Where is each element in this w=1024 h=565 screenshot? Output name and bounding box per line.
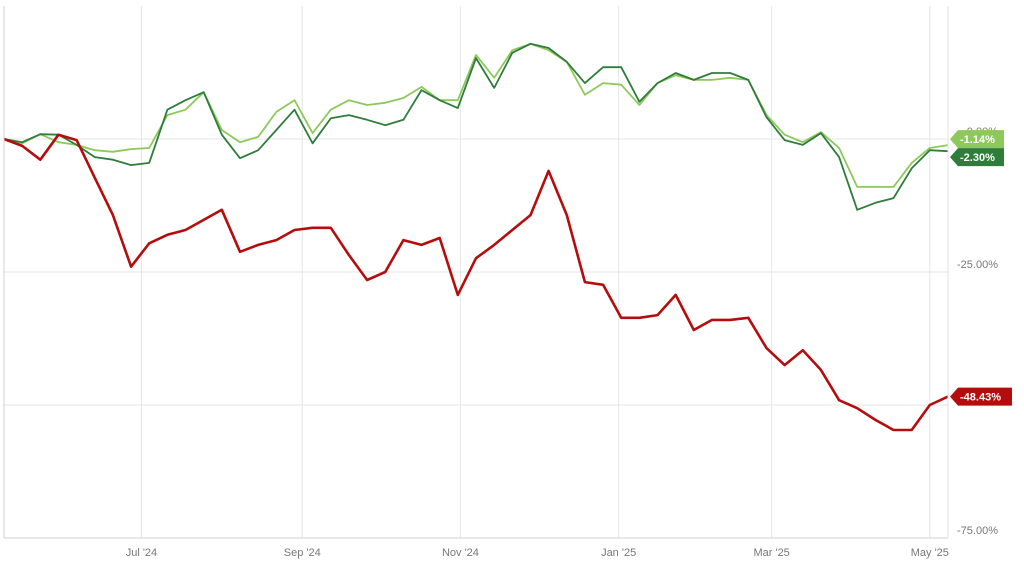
x-tick-label: Jan '25 [601, 547, 636, 559]
end-tag-0 [950, 130, 1004, 149]
x-tick-label: Nov '24 [442, 547, 479, 559]
end-tag-label: -2.30% [960, 152, 995, 164]
series-line-0 [3, 42, 949, 188]
y-tick-label: -75.00% [957, 525, 998, 537]
grid [4, 6, 948, 539]
series-line-2 [3, 133, 949, 432]
end-tag-label: -48.43% [960, 392, 1001, 404]
x-tick-label: May '25 [911, 547, 949, 559]
series-lines [3, 42, 949, 432]
series-line-1 [3, 42, 949, 211]
end-tag-label: -1.14% [960, 134, 995, 146]
x-tick-label: Mar '25 [753, 547, 789, 559]
end-tag-1 [950, 148, 1004, 167]
y-tick-label: -25.00% [957, 259, 998, 271]
x-tick-label: Jul '24 [126, 547, 157, 559]
end-tag-2 [950, 387, 1012, 406]
x-tick-label: Sep '24 [284, 547, 321, 559]
end-value-tags: -1.14% -2.30% -48.43% [950, 130, 1012, 406]
